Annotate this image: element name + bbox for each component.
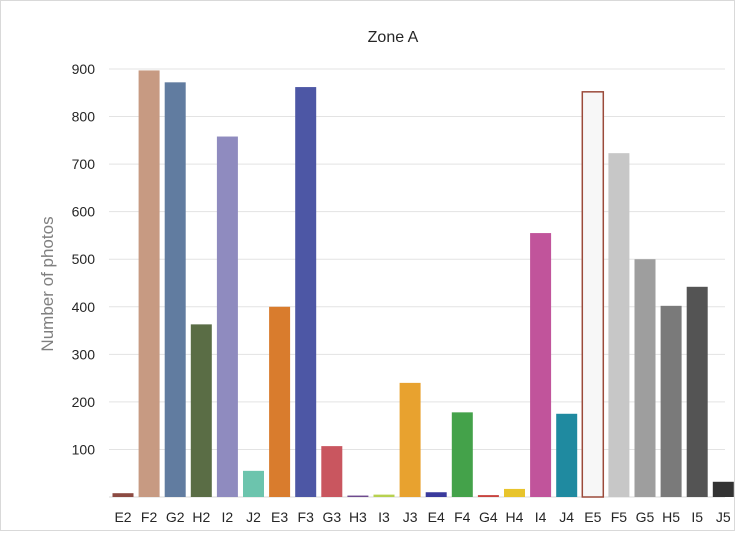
bar-i4 (530, 233, 552, 497)
bar-j5 (712, 481, 734, 497)
y-tick-label: 900 (72, 61, 96, 77)
bar-f2 (138, 70, 160, 498)
bar-e2 (112, 493, 134, 497)
y-tick-labels: 100 200 300 400 500 600 700 800 900 (72, 61, 96, 457)
bar-e4 (425, 492, 447, 497)
bar-h4 (504, 488, 525, 497)
y-tick-label: 700 (72, 156, 96, 172)
bar-h3 (347, 495, 369, 497)
bar-j2 (243, 470, 264, 497)
bar-g2 (164, 82, 186, 497)
bar-i5 (686, 286, 708, 497)
bars (112, 70, 734, 498)
bar-i2 (216, 136, 238, 497)
x-tick-label: G2 (166, 509, 185, 525)
bar-g5 (634, 259, 656, 497)
x-tick-label: G4 (479, 509, 498, 525)
x-tick-label: H4 (506, 509, 524, 525)
x-tick-label: E2 (114, 509, 131, 525)
bar-f5 (608, 153, 630, 498)
x-tick-label: J4 (559, 509, 574, 525)
bar-f3 (295, 87, 317, 497)
bar-j3 (399, 382, 421, 497)
x-tick-label: J3 (403, 509, 418, 525)
bar-f4 (451, 412, 473, 497)
x-tick-label: F5 (611, 509, 628, 525)
x-tick-label: F2 (141, 509, 158, 525)
y-tick-label: 100 (72, 441, 96, 457)
bar-h2 (190, 324, 212, 497)
x-tick-label: G5 (636, 509, 655, 525)
x-tick-label: E4 (428, 509, 445, 525)
chart-title: Zone A (368, 29, 419, 46)
bar-i3 (373, 494, 395, 497)
x-tick-label: E5 (584, 509, 601, 525)
x-tick-label: F4 (454, 509, 471, 525)
bar-g4 (477, 495, 499, 497)
y-tick-label: 400 (72, 299, 96, 315)
x-tick-label: H2 (192, 509, 210, 525)
x-tick-label: H3 (349, 509, 367, 525)
y-tick-label: 600 (72, 204, 96, 220)
y-tick-label: 800 (72, 109, 96, 125)
bar-e5 (581, 91, 605, 498)
x-tick-label: E3 (271, 509, 288, 525)
y-tick-label: 300 (72, 346, 96, 362)
y-tick-label: 500 (72, 251, 96, 267)
x-tick-label: I2 (222, 509, 234, 525)
x-tick-label: F3 (298, 509, 315, 525)
bar-h5 (660, 305, 682, 497)
x-tick-label: I3 (378, 509, 390, 525)
bar-e3 (269, 306, 291, 497)
bar-j4 (556, 413, 578, 497)
y-tick-label: 200 (72, 394, 96, 410)
x-tick-label: J5 (716, 509, 731, 525)
x-tick-label: H5 (662, 509, 680, 525)
x-tick-labels: E2 F2 G2 H2 I2 J2 E3 F3 G3 H3 I3 J3 E4 F4 G4 H4 I4 J4 E5 F5… (114, 509, 730, 525)
x-tick-label: I4 (535, 509, 547, 525)
bar-g3 (321, 446, 343, 497)
x-tick-label: J2 (246, 509, 261, 525)
x-tick-label: I5 (691, 509, 703, 525)
x-tick-label: G3 (322, 509, 341, 525)
y-axis-label: Number of photos (38, 216, 57, 351)
